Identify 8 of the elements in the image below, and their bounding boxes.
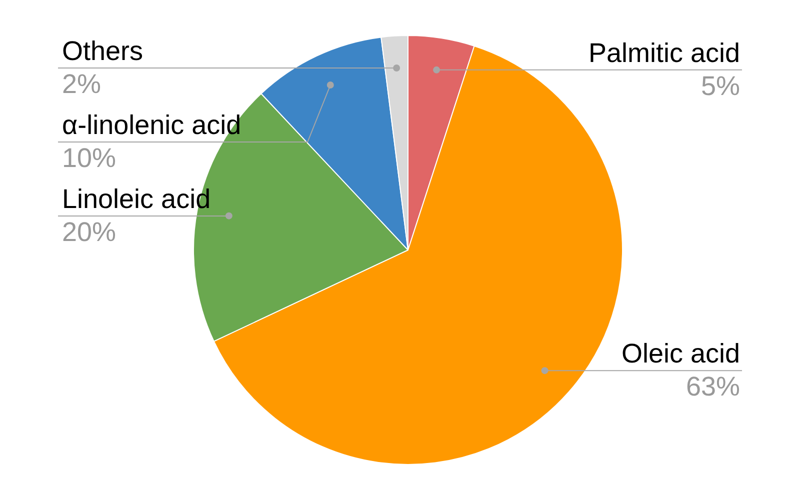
data-label: 10%: [62, 142, 116, 173]
data-label: 63%: [686, 372, 740, 402]
data-label: 20%: [62, 216, 116, 247]
data-label: 5%: [700, 70, 740, 101]
slice-label: Others: [62, 36, 144, 66]
slice-label: Oleic acid: [621, 338, 740, 369]
data-label: 2%: [62, 68, 102, 99]
slice-label: Palmitic acid: [588, 38, 740, 68]
